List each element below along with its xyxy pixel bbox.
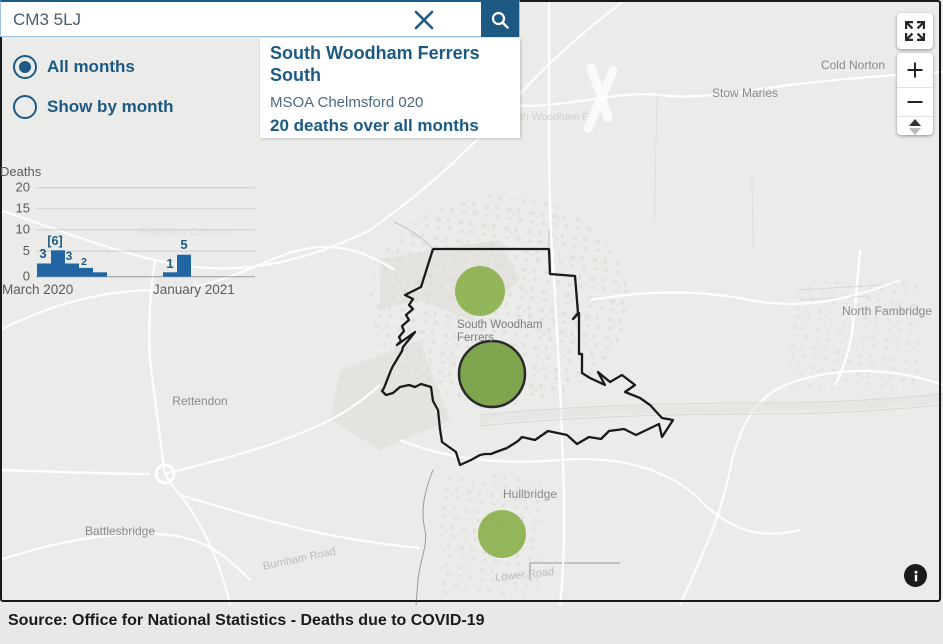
svg-text:Hullbridge: Hullbridge	[503, 487, 557, 501]
svg-text:South Woodham: South Woodham	[457, 319, 542, 331]
svg-text:Rettendon: Rettendon	[172, 394, 227, 408]
svg-text:Burnham Road: Burnham Road	[262, 546, 337, 573]
svg-text:Deaths: Deaths	[0, 164, 42, 179]
svg-text:Battlesbridge: Battlesbridge	[85, 524, 155, 538]
svg-text:[6]: [6]	[47, 234, 62, 248]
svg-text:2: 2	[81, 256, 87, 268]
svg-text:10: 10	[16, 222, 30, 237]
svg-text:3: 3	[66, 249, 73, 263]
svg-text:3: 3	[39, 246, 46, 261]
svg-text:5: 5	[180, 237, 187, 252]
svg-text:North Fambridge: North Fambridge	[842, 304, 932, 318]
svg-text:January 2021: January 2021	[153, 282, 235, 297]
svg-text:Ferrers: Ferrers	[457, 332, 494, 344]
svg-text:Cold Norton: Cold Norton	[821, 58, 885, 72]
svg-text:Stow Maries: Stow Maries	[712, 86, 778, 100]
svg-text:1: 1	[166, 256, 173, 271]
svg-text:5: 5	[23, 243, 30, 258]
svg-text:March 2020: March 2020	[2, 282, 73, 297]
svg-text:15: 15	[16, 201, 30, 216]
svg-text:20: 20	[16, 180, 30, 195]
